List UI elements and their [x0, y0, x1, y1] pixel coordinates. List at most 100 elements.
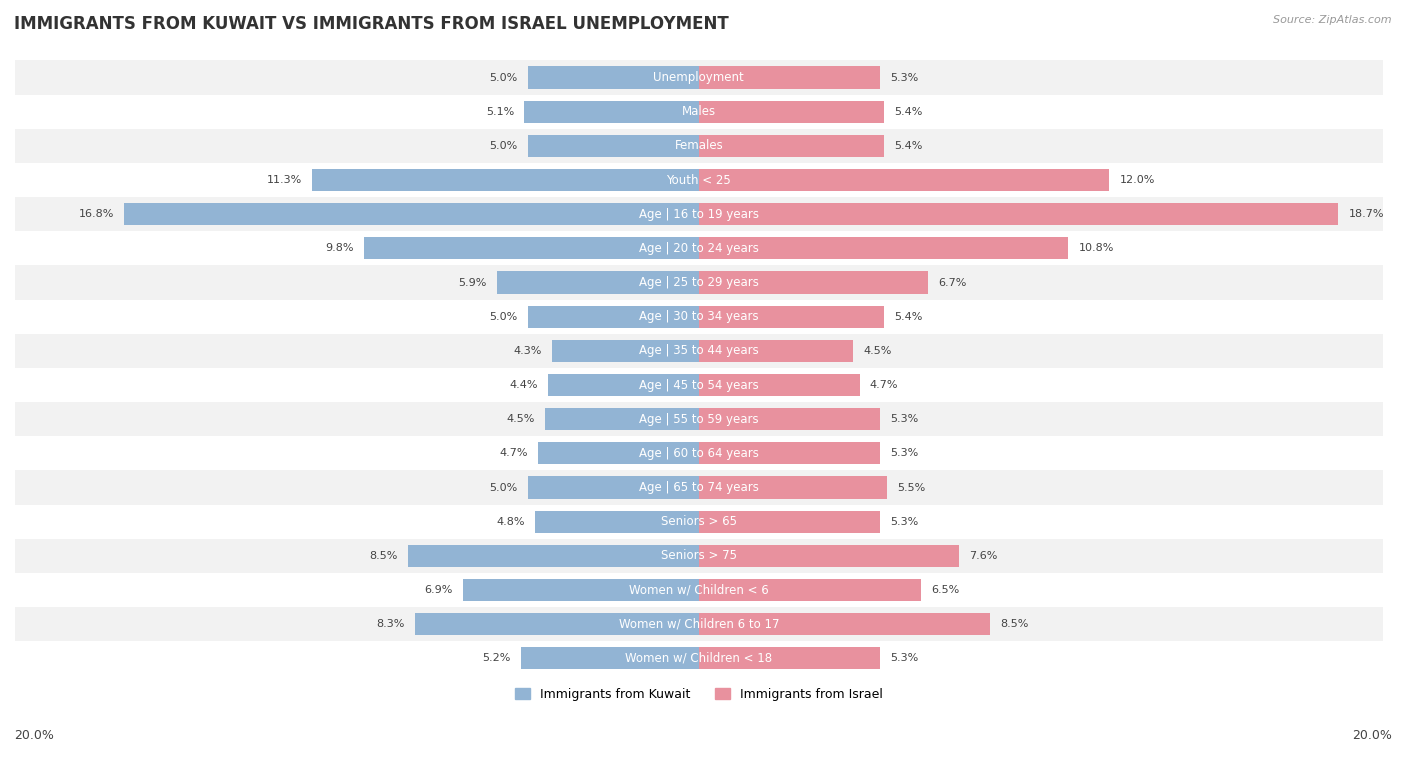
Bar: [415, 613, 699, 635]
Bar: [699, 545, 959, 567]
Bar: [15, 334, 1382, 368]
Text: 5.3%: 5.3%: [890, 414, 918, 424]
Bar: [463, 579, 699, 601]
Text: Age | 25 to 29 years: Age | 25 to 29 years: [638, 276, 759, 289]
Bar: [15, 505, 1382, 539]
Bar: [15, 300, 1382, 334]
Text: 7.6%: 7.6%: [969, 551, 997, 561]
Bar: [15, 402, 1382, 436]
Text: 5.9%: 5.9%: [458, 278, 486, 288]
Text: 20.0%: 20.0%: [1353, 729, 1392, 742]
Text: 5.3%: 5.3%: [890, 73, 918, 83]
Bar: [527, 67, 699, 89]
Text: Women w/ Children 6 to 17: Women w/ Children 6 to 17: [619, 618, 779, 631]
Bar: [15, 129, 1382, 163]
Legend: Immigrants from Kuwait, Immigrants from Israel: Immigrants from Kuwait, Immigrants from …: [510, 683, 889, 706]
Bar: [15, 231, 1382, 266]
Bar: [699, 510, 880, 533]
Text: 18.7%: 18.7%: [1348, 209, 1384, 220]
Bar: [527, 306, 699, 328]
Bar: [699, 647, 880, 669]
Text: Age | 20 to 24 years: Age | 20 to 24 years: [638, 241, 759, 255]
Bar: [15, 163, 1382, 197]
Bar: [551, 340, 699, 362]
Text: 5.4%: 5.4%: [894, 107, 922, 117]
Text: 12.0%: 12.0%: [1119, 175, 1154, 185]
Text: 5.2%: 5.2%: [482, 653, 510, 663]
Bar: [699, 374, 859, 396]
Bar: [699, 579, 921, 601]
Text: 5.4%: 5.4%: [894, 141, 922, 151]
Text: 20.0%: 20.0%: [14, 729, 53, 742]
Text: 16.8%: 16.8%: [79, 209, 114, 220]
Bar: [538, 442, 699, 465]
Text: 8.3%: 8.3%: [377, 619, 405, 629]
Text: 5.3%: 5.3%: [890, 653, 918, 663]
Text: 5.0%: 5.0%: [489, 312, 517, 322]
Bar: [699, 67, 880, 89]
Text: 4.7%: 4.7%: [870, 380, 898, 390]
Bar: [15, 539, 1382, 573]
Text: 5.0%: 5.0%: [489, 141, 517, 151]
Bar: [15, 607, 1382, 641]
Bar: [408, 545, 699, 567]
Text: 4.5%: 4.5%: [863, 346, 891, 356]
Text: 4.8%: 4.8%: [496, 517, 524, 527]
Text: 5.3%: 5.3%: [890, 448, 918, 458]
Bar: [699, 169, 1109, 191]
Text: 6.5%: 6.5%: [931, 585, 960, 595]
Bar: [527, 476, 699, 499]
Text: Seniors > 65: Seniors > 65: [661, 516, 737, 528]
Bar: [15, 61, 1382, 95]
Text: 6.9%: 6.9%: [425, 585, 453, 595]
Bar: [699, 272, 928, 294]
Bar: [546, 408, 699, 430]
Text: Females: Females: [675, 139, 723, 152]
Bar: [15, 95, 1382, 129]
Bar: [534, 510, 699, 533]
Text: 5.0%: 5.0%: [489, 482, 517, 493]
Bar: [699, 442, 880, 465]
Text: Age | 65 to 74 years: Age | 65 to 74 years: [638, 481, 759, 494]
Bar: [699, 101, 883, 123]
Text: 9.8%: 9.8%: [325, 243, 353, 254]
Bar: [15, 266, 1382, 300]
Text: 4.7%: 4.7%: [499, 448, 527, 458]
Bar: [15, 368, 1382, 402]
Bar: [15, 573, 1382, 607]
Text: 5.4%: 5.4%: [894, 312, 922, 322]
Bar: [124, 203, 699, 226]
Text: 11.3%: 11.3%: [267, 175, 302, 185]
Bar: [699, 340, 853, 362]
Text: 5.5%: 5.5%: [897, 482, 925, 493]
Bar: [15, 436, 1382, 470]
Text: 6.7%: 6.7%: [938, 278, 966, 288]
Bar: [364, 237, 699, 260]
Bar: [15, 197, 1382, 231]
Bar: [312, 169, 699, 191]
Text: 10.8%: 10.8%: [1078, 243, 1114, 254]
Bar: [548, 374, 699, 396]
Bar: [15, 641, 1382, 675]
Text: Age | 55 to 59 years: Age | 55 to 59 years: [640, 413, 759, 425]
Text: Males: Males: [682, 105, 716, 118]
Text: IMMIGRANTS FROM KUWAIT VS IMMIGRANTS FROM ISRAEL UNEMPLOYMENT: IMMIGRANTS FROM KUWAIT VS IMMIGRANTS FRO…: [14, 15, 728, 33]
Text: 8.5%: 8.5%: [1000, 619, 1028, 629]
Text: Age | 35 to 44 years: Age | 35 to 44 years: [638, 344, 759, 357]
Bar: [699, 408, 880, 430]
Bar: [522, 647, 699, 669]
Text: 4.4%: 4.4%: [509, 380, 538, 390]
Bar: [699, 237, 1069, 260]
Bar: [699, 306, 883, 328]
Text: 4.3%: 4.3%: [513, 346, 541, 356]
Text: Source: ZipAtlas.com: Source: ZipAtlas.com: [1274, 15, 1392, 25]
Text: 5.3%: 5.3%: [890, 517, 918, 527]
Text: Age | 60 to 64 years: Age | 60 to 64 years: [638, 447, 759, 459]
Bar: [699, 203, 1339, 226]
Bar: [524, 101, 699, 123]
Text: Unemployment: Unemployment: [654, 71, 744, 84]
Bar: [699, 476, 887, 499]
Text: Women w/ Children < 6: Women w/ Children < 6: [628, 584, 769, 597]
Text: Age | 16 to 19 years: Age | 16 to 19 years: [638, 207, 759, 221]
Text: Youth < 25: Youth < 25: [666, 173, 731, 186]
